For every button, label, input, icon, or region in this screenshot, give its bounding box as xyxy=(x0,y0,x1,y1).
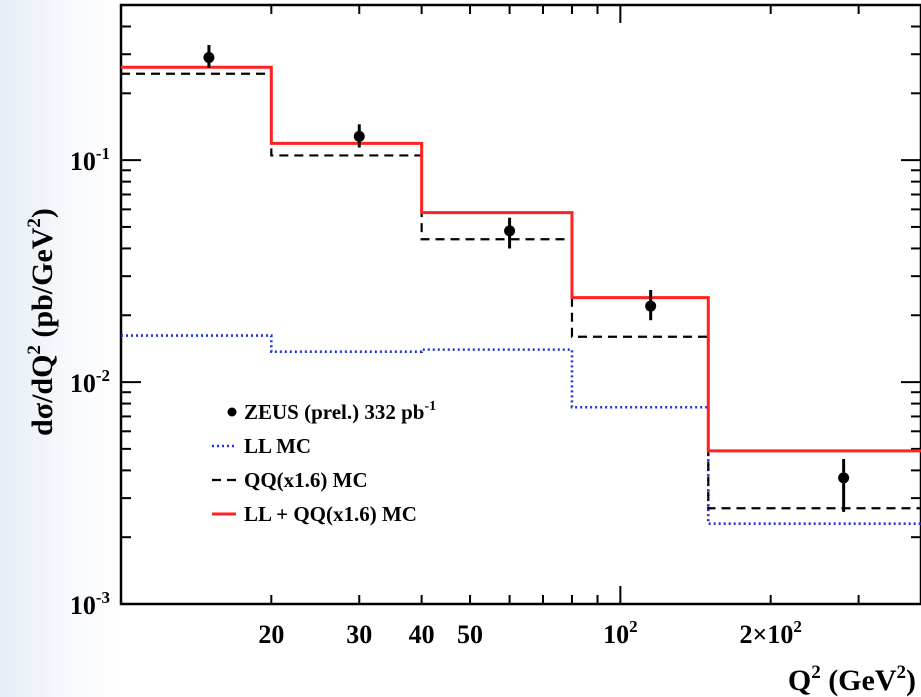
y-tick-label: 10-1 xyxy=(70,144,110,176)
tick-labels: 20 30 40 50 102 2×102 10-1 10-2 10-3 xyxy=(70,144,802,649)
series-line xyxy=(121,72,921,510)
legend-label: ZEUS (prel.) 332 pb-1 xyxy=(244,399,436,424)
y-tick-label: 10-2 xyxy=(70,366,110,398)
series-layer xyxy=(121,65,921,526)
legend-marker-point xyxy=(227,407,237,417)
data-points-layer xyxy=(203,45,850,512)
data-point xyxy=(353,130,365,142)
data-point xyxy=(838,472,850,484)
data-point xyxy=(504,225,516,237)
x-tick-label: 2×102 xyxy=(740,617,802,649)
y-tick-label: 10-3 xyxy=(70,588,110,620)
data-point xyxy=(645,300,657,312)
x-axis-title: Q2 (GeV2) xyxy=(788,662,916,697)
x-tick-label: 102 xyxy=(603,617,638,649)
series-line xyxy=(121,334,921,526)
series-line xyxy=(121,65,921,453)
x-tick-label: 40 xyxy=(409,620,435,649)
legend-label: LL MC xyxy=(244,434,311,458)
legend: ZEUS (prel.) 332 pb-1 LL MC QQ(x1.6) MC LL … xyxy=(212,399,436,526)
y-axis-title: dσ/dQ2 (pb/GeV2) xyxy=(24,208,59,436)
axis-ticks xyxy=(120,4,921,605)
legend-label: QQ(x1.6) MC xyxy=(244,468,368,492)
legend-label: LL + QQ(x1.6) MC xyxy=(244,502,417,526)
x-tick-label: 20 xyxy=(258,620,284,649)
data-point xyxy=(203,52,215,64)
plot-frame xyxy=(119,3,921,606)
x-tick-label: 30 xyxy=(346,620,372,649)
x-tick-label: 50 xyxy=(457,620,483,649)
